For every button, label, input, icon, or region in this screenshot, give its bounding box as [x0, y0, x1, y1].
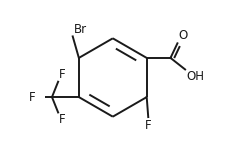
Text: Br: Br — [74, 23, 87, 36]
Text: F: F — [145, 119, 152, 132]
Text: F: F — [59, 68, 66, 81]
Text: F: F — [59, 113, 66, 126]
Text: F: F — [29, 91, 36, 104]
Text: O: O — [178, 29, 187, 42]
Text: OH: OH — [186, 70, 204, 83]
